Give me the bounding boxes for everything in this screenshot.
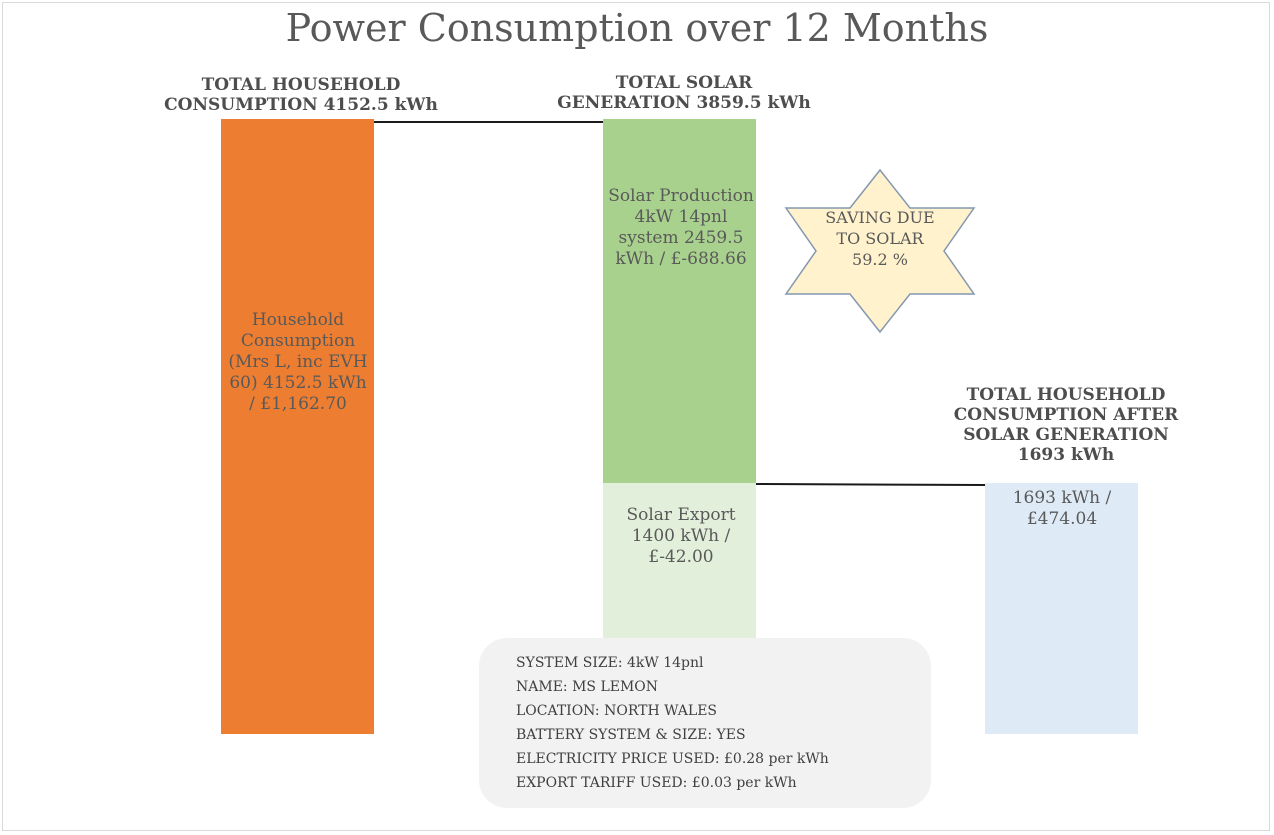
- bar-household: [221, 119, 374, 734]
- bar-solar-export-label: Solar Export 1400 kWh / £-42.00: [626, 505, 736, 567]
- info-box: SYSTEM SIZE: 4kW 14pnl NAME: MS LEMON LO…: [479, 638, 931, 808]
- bar-household-label: Household Consumption (Mrs L, inc EVH 60…: [228, 310, 368, 414]
- bar-after-solar: [985, 483, 1138, 734]
- info-location: LOCATION: NORTH WALES: [516, 703, 718, 719]
- saving-star-shape: [784, 168, 976, 334]
- info-electricity-price: ELECTRICITY PRICE USED: £0.28 per kWh: [516, 751, 829, 767]
- solar-heading: TOTAL SOLAR GENERATION 3859.5 kWh: [557, 73, 811, 113]
- chart-title: Power Consumption over 12 Months: [285, 6, 989, 50]
- bar-after-label: 1693 kWh / £474.04: [1012, 488, 1112, 529]
- info-system-size: SYSTEM SIZE: 4kW 14pnl: [516, 655, 704, 671]
- household-heading: TOTAL HOUSEHOLD CONSUMPTION 4152.5 kWh: [164, 75, 438, 115]
- connector-line-top: [374, 121, 603, 123]
- info-name: NAME: MS LEMON: [516, 679, 659, 695]
- info-export-tariff: EXPORT TARIFF USED: £0.03 per kWh: [516, 775, 797, 791]
- bar-solar-production-label: Solar Production 4kW 14pnl system 2459.5…: [608, 186, 754, 269]
- saving-star-text: SAVING DUE TO SOLAR 59.2 %: [825, 208, 935, 269]
- after-heading: TOTAL HOUSEHOLD CONSUMPTION AFTER SOLAR …: [953, 385, 1179, 465]
- bar-solar-production: [603, 119, 756, 484]
- info-battery: BATTERY SYSTEM & SIZE: YES: [516, 727, 746, 743]
